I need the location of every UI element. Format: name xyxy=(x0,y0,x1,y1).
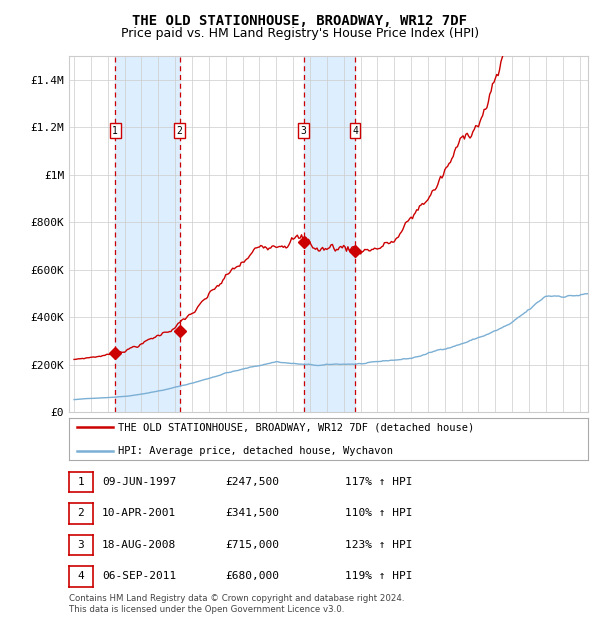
Text: 4: 4 xyxy=(77,572,85,582)
Text: This data is licensed under the Open Government Licence v3.0.: This data is licensed under the Open Gov… xyxy=(69,604,344,614)
Text: 09-JUN-1997: 09-JUN-1997 xyxy=(102,477,176,487)
Text: THE OLD STATIONHOUSE, BROADWAY, WR12 7DF: THE OLD STATIONHOUSE, BROADWAY, WR12 7DF xyxy=(133,14,467,29)
Text: 2: 2 xyxy=(177,126,182,136)
Text: 06-SEP-2011: 06-SEP-2011 xyxy=(102,572,176,582)
Text: 123% ↑ HPI: 123% ↑ HPI xyxy=(345,540,413,550)
Text: 4: 4 xyxy=(352,126,358,136)
Text: THE OLD STATIONHOUSE, BROADWAY, WR12 7DF (detached house): THE OLD STATIONHOUSE, BROADWAY, WR12 7DF… xyxy=(118,422,475,432)
Text: 3: 3 xyxy=(301,126,307,136)
Text: £715,000: £715,000 xyxy=(225,540,279,550)
Text: 110% ↑ HPI: 110% ↑ HPI xyxy=(345,508,413,518)
Text: 1: 1 xyxy=(77,477,85,487)
Bar xyxy=(304,56,355,412)
Text: £247,500: £247,500 xyxy=(225,477,279,487)
Text: 3: 3 xyxy=(77,540,85,550)
Text: 10-APR-2001: 10-APR-2001 xyxy=(102,508,176,518)
Text: 119% ↑ HPI: 119% ↑ HPI xyxy=(345,572,413,582)
Text: 2: 2 xyxy=(77,508,85,518)
Text: £341,500: £341,500 xyxy=(225,508,279,518)
Text: Contains HM Land Registry data © Crown copyright and database right 2024.: Contains HM Land Registry data © Crown c… xyxy=(69,593,404,603)
Text: 117% ↑ HPI: 117% ↑ HPI xyxy=(345,477,413,487)
Bar xyxy=(115,56,180,412)
Text: 1: 1 xyxy=(112,126,118,136)
Text: HPI: Average price, detached house, Wychavon: HPI: Average price, detached house, Wych… xyxy=(118,446,394,456)
Text: 18-AUG-2008: 18-AUG-2008 xyxy=(102,540,176,550)
Text: £680,000: £680,000 xyxy=(225,572,279,582)
Text: Price paid vs. HM Land Registry's House Price Index (HPI): Price paid vs. HM Land Registry's House … xyxy=(121,27,479,40)
